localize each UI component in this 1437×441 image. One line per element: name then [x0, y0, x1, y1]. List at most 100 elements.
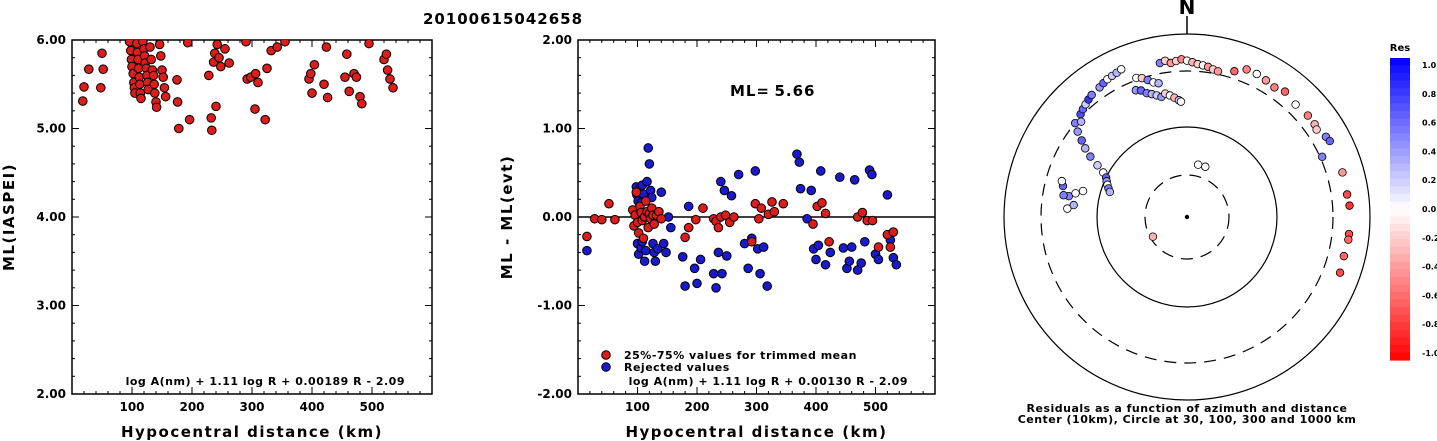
data-point [695, 254, 706, 265]
station-marker [1201, 162, 1210, 171]
data-point [262, 63, 272, 74]
station-marker [1317, 152, 1327, 162]
data-point [388, 82, 398, 93]
data-point [683, 222, 694, 233]
colorbar-segment [1390, 103, 1410, 112]
colorbar-segment [1390, 307, 1410, 316]
data-point [746, 236, 757, 247]
formula-text: log A(nm) + 1.11 log R + 0.00130 R - 2.0… [629, 375, 908, 388]
colorbar-tick-label: 1.0 [1422, 61, 1437, 70]
station-marker [1252, 69, 1261, 79]
y-tick-label: 3.00 [36, 299, 66, 313]
data-point [835, 172, 845, 182]
colorbar-segment [1390, 216, 1410, 225]
data-point [351, 72, 362, 82]
x-axis-title: Hypocentral distance (km) [625, 423, 887, 441]
station-marker [1105, 187, 1115, 197]
figure-title: 20100615042658 [423, 10, 583, 28]
data-point [183, 40, 193, 48]
colorbar-segment [1390, 95, 1410, 104]
data-point [639, 256, 650, 267]
y-axis-title: ML - ML(evt) [498, 155, 516, 279]
x-tick-label: 100 [119, 400, 144, 414]
station-marker [1230, 67, 1239, 76]
data-point [733, 169, 744, 180]
north-label: N [1179, 0, 1196, 19]
data-point [84, 64, 94, 75]
data-point [806, 185, 817, 196]
colorbar-tick-label: 0.4 [1422, 147, 1437, 156]
data-point [172, 97, 183, 107]
data-point [769, 206, 780, 217]
data-point [272, 42, 283, 52]
data-point [817, 198, 827, 208]
colorbar-tick-label: -0.4 [1422, 263, 1437, 272]
data-point [159, 82, 170, 93]
y-tick-label: 1.00 [542, 122, 572, 136]
data-point [762, 281, 773, 291]
data-point [357, 98, 367, 109]
colorbar-segment [1390, 322, 1410, 331]
colorbar-segment [1390, 141, 1410, 150]
data-point [756, 203, 767, 213]
data-point [214, 52, 224, 63]
station-marker [1280, 87, 1290, 96]
colorbar-tick-label: 0.8 [1422, 90, 1437, 99]
data-point [385, 74, 395, 84]
station-marker [1213, 67, 1223, 76]
data-point [319, 79, 329, 90]
data-point [719, 185, 730, 196]
x-tick-label: 400 [299, 400, 324, 414]
data-point [656, 213, 667, 224]
station-marker [1148, 232, 1158, 241]
colorbar-tick-label: -0.6 [1422, 291, 1437, 300]
data-point [838, 243, 849, 253]
y-tick-label: -1.00 [537, 299, 572, 313]
station-marker [1303, 111, 1313, 120]
colorbar-segment [1390, 125, 1410, 135]
data-point [241, 40, 251, 47]
data-point [382, 65, 393, 75]
station-marker [1081, 144, 1090, 153]
data-point [888, 227, 899, 237]
data-point [160, 91, 171, 102]
data-point [755, 268, 765, 279]
station-marker [1176, 97, 1186, 106]
data-point [873, 242, 884, 252]
data-point [156, 51, 166, 61]
data-point [867, 215, 878, 226]
azimuth-residual-map: N Residuals as a function of azimuth and … [1003, 0, 1437, 426]
data-point [721, 251, 732, 261]
colorbar-segment [1390, 337, 1410, 346]
colorbar-segment [1390, 110, 1410, 119]
data-point [151, 102, 162, 113]
x-tick-label: 200 [179, 400, 204, 414]
data-point [158, 72, 168, 82]
x-tick-label: 200 [684, 400, 709, 414]
data-point [250, 68, 261, 79]
colorbar-segment [1390, 201, 1410, 210]
data-point [867, 169, 877, 180]
data-point [206, 113, 216, 123]
colorbar-segment [1390, 292, 1410, 301]
station-marker [1339, 251, 1349, 261]
data-point [882, 190, 893, 200]
station-marker [1069, 200, 1078, 210]
data-point [811, 254, 821, 265]
data-point [726, 190, 737, 201]
data-point [815, 166, 826, 176]
data-point [698, 203, 708, 213]
data-point [652, 244, 663, 254]
data-point [174, 123, 184, 134]
epicenter-dot [1184, 214, 1190, 220]
data-point [717, 268, 727, 279]
data-point [873, 254, 884, 265]
station-marker [1093, 161, 1102, 170]
data-point [184, 114, 195, 125]
data-point [631, 187, 642, 198]
data-points [582, 143, 902, 293]
y-tick-label: 6.00 [36, 33, 66, 47]
station-marker [1291, 100, 1300, 109]
station-marker [1193, 160, 1203, 169]
station-marker [1342, 190, 1352, 199]
